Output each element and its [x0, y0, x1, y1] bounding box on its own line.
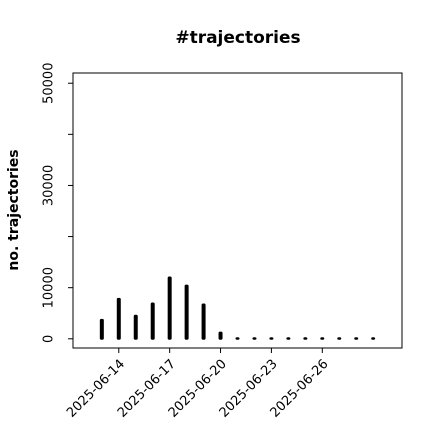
bar [269, 337, 274, 340]
y-tick-label: 10000 [42, 267, 57, 308]
bar [286, 337, 291, 340]
y-axis-label: no. trajectories [6, 149, 22, 270]
bar [99, 318, 104, 340]
y-tick-label: 0 [42, 335, 57, 343]
bar [218, 331, 223, 340]
chart-title: #trajectories [175, 28, 300, 48]
bar [320, 337, 325, 340]
bar [150, 302, 155, 340]
y-tick-label: 50000 [42, 63, 57, 104]
plot-frame [72, 72, 403, 349]
bar [252, 337, 257, 340]
y-tick-label: 30000 [42, 165, 57, 206]
bar [371, 337, 376, 340]
bar [354, 337, 359, 340]
bar [167, 276, 172, 340]
bar [133, 314, 138, 340]
bar [201, 303, 206, 340]
bar [303, 337, 308, 340]
bar [235, 337, 240, 340]
bar [184, 284, 189, 340]
bar [337, 337, 342, 340]
bar [116, 297, 121, 340]
